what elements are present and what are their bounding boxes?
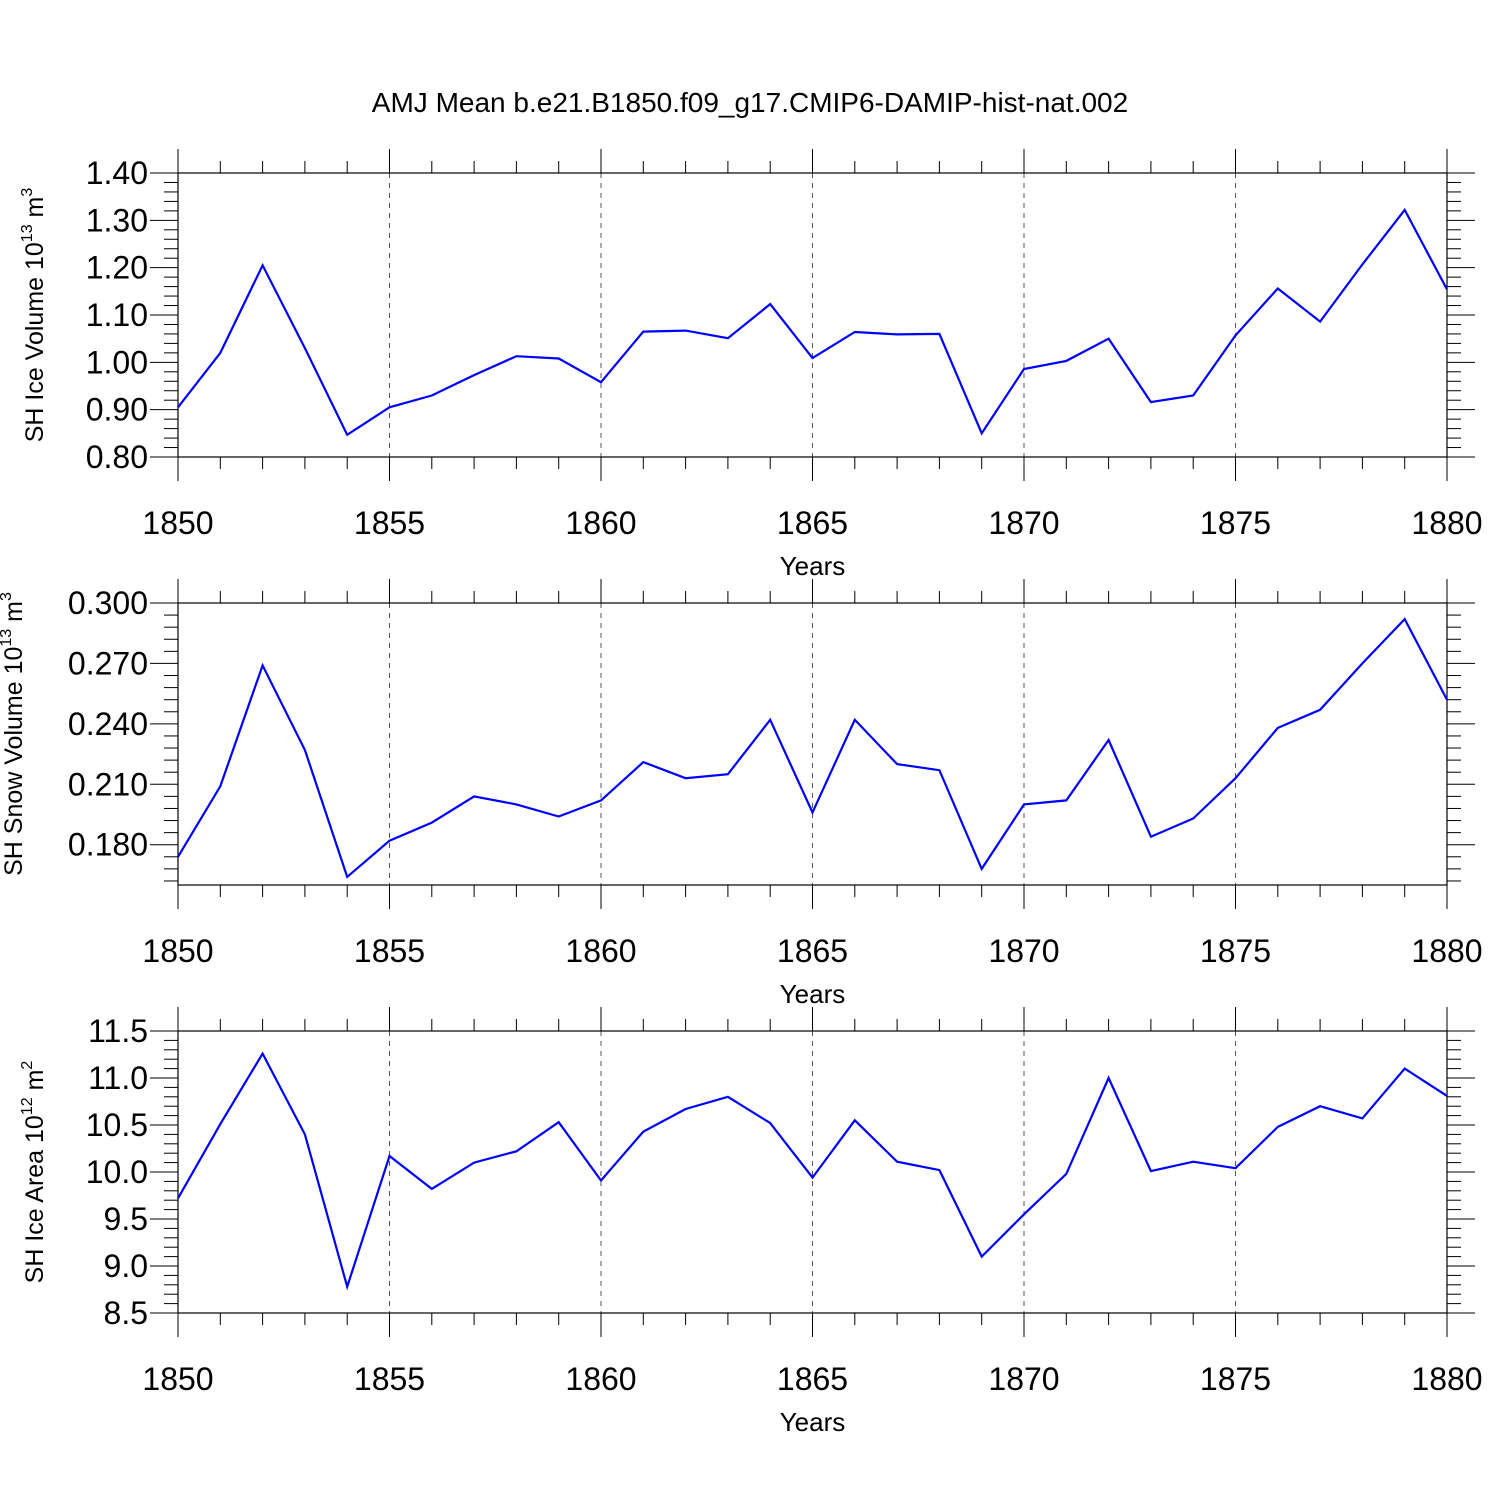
figure-title: AMJ Mean b.e21.B1850.f09_g17.CMIP6-DAMIP… [372,87,1128,118]
x-tick-label: 1855 [354,933,425,969]
y-axis-label-text: m [21,197,49,225]
x-tick-label: 1860 [565,1361,636,1397]
y-axis-label: SH Snow Volume 1013 m3 [0,592,28,876]
y-tick-label: 0.240 [68,706,148,742]
y-tick-label: 10.5 [86,1107,148,1143]
y-tick-label: 1.10 [86,297,148,333]
x-tick-label: 1855 [354,1361,425,1397]
data-series-line [177,207,1448,437]
y-tick-label: 0.270 [68,645,148,681]
y-axis-label-text: m [21,1070,49,1098]
x-tick-label: 1880 [1411,933,1482,969]
chart-panel-3: 8.5 9.0 9.5 10.0 10.5 11.0 11.5 1850 1855 1860 186… [19,1007,1483,1437]
x-tick-label: 1850 [142,933,213,969]
y-tick-label: 0.90 [86,392,148,428]
panels: 0.80 0.90 1.00 1.10 1.20 1.30 1.40 1850 1855 1860… [0,149,1483,1437]
y-tick-label: 1.20 [86,250,148,286]
y-tick-label: 0.180 [68,827,148,863]
y-axis-label-superscript: 13 [19,224,36,242]
y-tick-label: 0.210 [68,766,148,802]
data-series-line [177,1051,1448,1291]
y-axis-label-text: SH Ice Area 10 [21,1115,49,1283]
y-axis-label-superscript: 12 [19,1097,36,1115]
x-tick-label: 1870 [988,505,1059,541]
x-tick-label: 1865 [777,933,848,969]
x-tick-label: 1880 [1411,505,1482,541]
y-tick-label: 1.30 [86,202,148,238]
x-tick-label: 1850 [142,1361,213,1397]
x-tick-label: 1880 [1411,1361,1482,1397]
x-axis-label: Years [780,979,846,1009]
x-tick-label: 1875 [1200,505,1271,541]
x-tick-label: 1850 [142,505,213,541]
y-axis-label: SH Ice Area 1012 m2 [19,1061,49,1284]
y-tick-label: 1.40 [86,155,148,191]
chart-panel-2: 0.180 0.210 0.240 0.270 0.300 1850 1855 1860 186… [0,579,1483,1009]
y-tick-label: 0.300 [68,585,148,621]
x-tick-label: 1855 [354,505,425,541]
x-tick-label: 1870 [988,1361,1059,1397]
y-axis-label-text: SH Ice Volume 10 [21,242,49,442]
x-tick-label: 1870 [988,933,1059,969]
y-axis-label-superscript: 3 [0,592,15,601]
y-axis-label-superscript: 3 [19,188,36,197]
y-tick-label: 11.0 [88,1060,148,1096]
x-tick-label: 1860 [565,505,636,541]
x-tick-label: 1875 [1200,1361,1271,1397]
y-tick-label: 11.5 [88,1013,148,1049]
x-axis-label: Years [780,551,846,581]
y-tick-label: 9.0 [104,1248,148,1284]
y-axis-label-text: m [0,601,28,629]
y-axis-label-superscript: 2 [19,1061,36,1070]
y-axis-label: SH Ice Volume 1013 m3 [19,188,49,443]
x-tick-label: 1860 [565,933,636,969]
y-tick-label: 8.5 [104,1295,148,1331]
y-tick-label: 1.00 [86,344,148,380]
chart-panel-1: 0.80 0.90 1.00 1.10 1.20 1.30 1.40 1850 1855 1860… [19,149,1483,581]
y-axis-label-superscript: 13 [0,629,15,647]
y-tick-label: 10.0 [86,1154,148,1190]
y-axis-label-text: SH Snow Volume 10 [0,647,28,876]
y-tick-label: 9.5 [104,1201,148,1237]
x-tick-label: 1865 [777,1361,848,1397]
data-series-line [177,617,1448,879]
y-tick-label: 0.80 [86,439,148,475]
x-tick-label: 1875 [1200,933,1271,969]
x-tick-label: 1865 [777,505,848,541]
x-axis-label: Years [780,1407,846,1437]
